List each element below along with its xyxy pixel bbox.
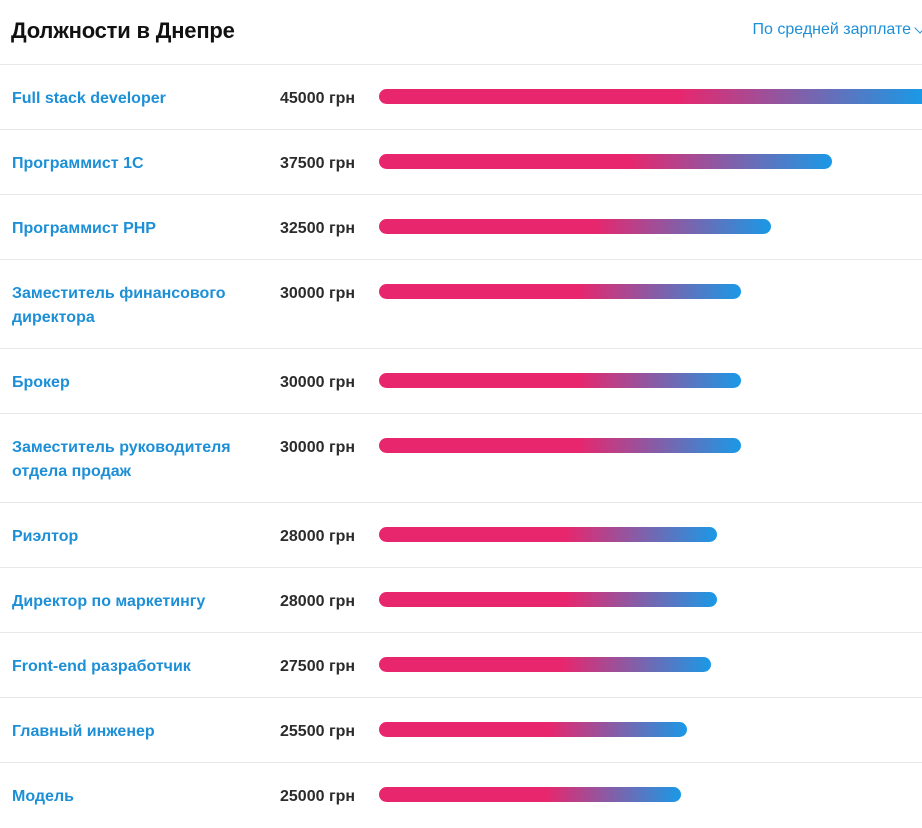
salary-bar: [379, 373, 741, 388]
job-title-link[interactable]: Front-end разработчик: [12, 658, 191, 675]
salary-value: 45000 грн: [280, 90, 356, 107]
salary-bar: [379, 657, 711, 672]
job-row: Программист PHP 32500 грн: [0, 195, 922, 260]
salary-bar: [379, 219, 771, 234]
job-row: Брокер 30000 грн: [0, 349, 922, 414]
salary-value: 25000 грн: [280, 788, 356, 805]
job-row: Программист 1С 37500 грн: [0, 130, 922, 195]
job-title-link[interactable]: Full stack developer: [12, 90, 166, 107]
salary-bar: [379, 154, 832, 169]
salary-value: 28000 грн: [280, 593, 356, 610]
job-title-link[interactable]: Главный инженер: [12, 723, 155, 740]
job-row: Риэлтор 28000 грн: [0, 503, 922, 568]
job-row: Заместитель финансового директора 30000 …: [0, 260, 922, 349]
job-title-link[interactable]: Директор по маркетингу: [12, 593, 206, 610]
salary-bar: [379, 438, 741, 453]
job-title-link[interactable]: Брокер: [12, 374, 70, 391]
salary-bar: [379, 722, 687, 737]
page-title: Должности в Днепре: [11, 18, 235, 43]
salary-value: 32500 грн: [280, 220, 356, 237]
job-row: Модель 25000 грн: [0, 763, 922, 828]
job-row: Заместитель руководителя отдела продаж 3…: [0, 414, 922, 503]
salary-value: 27500 грн: [280, 658, 356, 675]
salary-value: 30000 грн: [280, 374, 356, 391]
job-title-link[interactable]: Программист 1С: [12, 155, 144, 172]
chevron-down-icon: [914, 21, 922, 34]
job-row: Full stack developer 45000 грн: [0, 65, 922, 130]
salary-bar: [379, 284, 741, 299]
job-title-link[interactable]: Заместитель финансового директора: [12, 285, 226, 326]
job-title-link[interactable]: Риэлтор: [12, 528, 79, 545]
job-title-link[interactable]: Заместитель руководителя отдела продаж: [12, 439, 231, 480]
salary-value: 30000 грн: [280, 285, 356, 302]
salary-bar: [379, 89, 922, 104]
job-list: Full stack developer 45000 грн Программи…: [0, 65, 922, 828]
job-row: Главный инженер 25500 грн: [0, 698, 922, 763]
salary-value: 37500 грн: [280, 155, 356, 172]
sort-dropdown[interactable]: По средней зарплате: [753, 21, 922, 39]
salary-bar: [379, 527, 717, 542]
job-title-link[interactable]: Программист PHP: [12, 220, 156, 237]
job-title-link[interactable]: Модель: [12, 788, 74, 805]
sort-label: По средней зарплате: [752, 21, 911, 38]
salary-value: 25500 грн: [280, 723, 356, 740]
job-row: Front-end разработчик 27500 грн: [0, 633, 922, 698]
salary-value: 30000 грн: [280, 439, 356, 456]
salary-bar: [379, 592, 717, 607]
job-row: Директор по маркетингу 28000 грн: [0, 568, 922, 633]
page-header: Должности в Днепре По средней зарплате: [0, 0, 922, 65]
salary-bar: [379, 787, 681, 802]
salary-value: 28000 грн: [280, 528, 356, 545]
